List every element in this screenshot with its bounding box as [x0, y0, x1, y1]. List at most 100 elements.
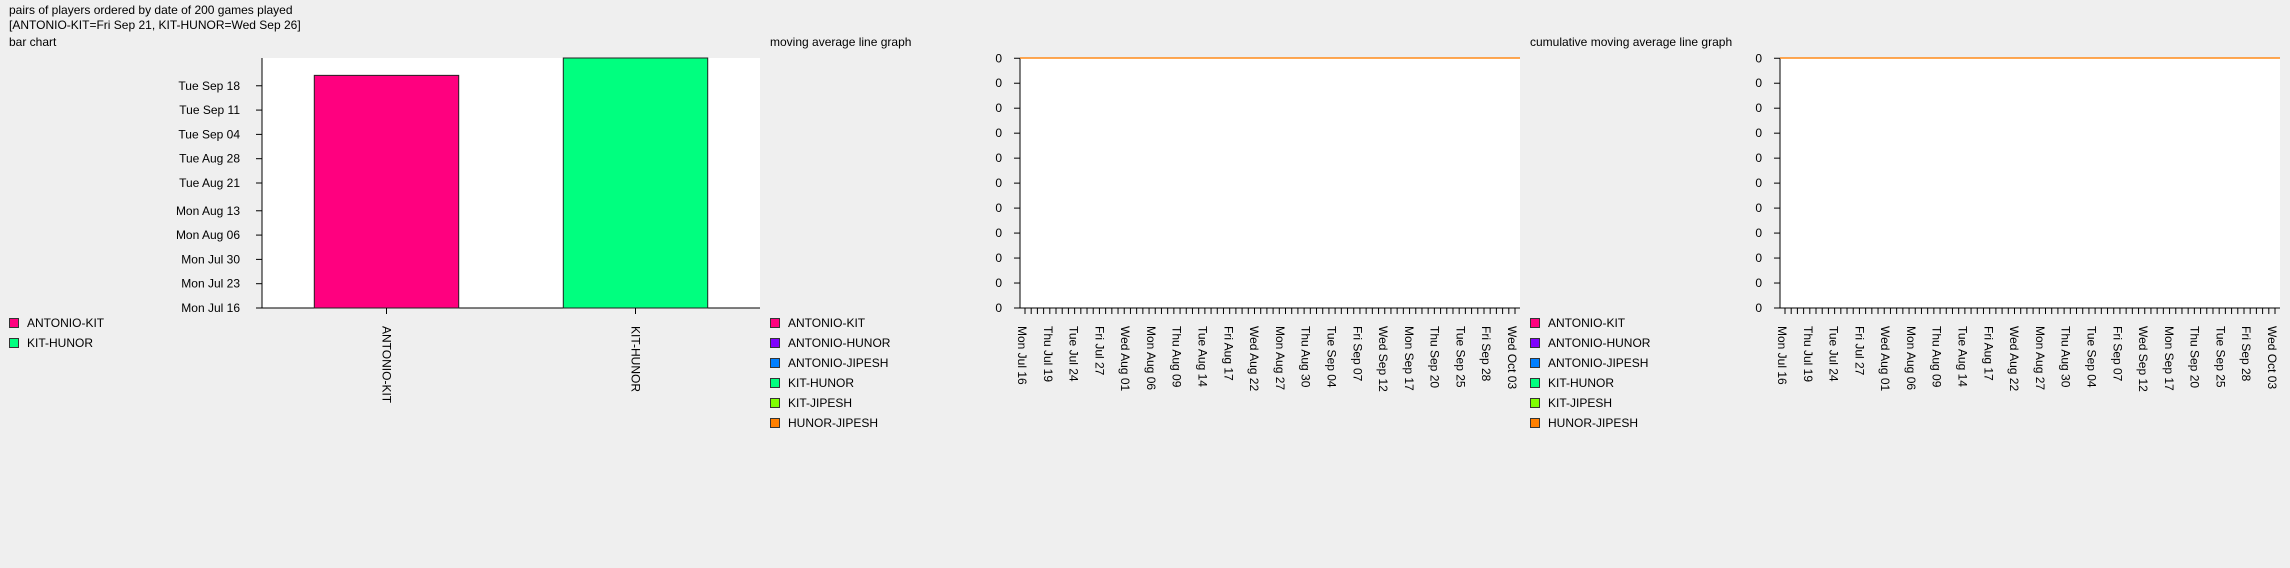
- cma-y-tick-label: 0: [1755, 151, 1762, 165]
- cma-y-tick-label: 0: [1755, 276, 1762, 290]
- cma-legend-item: KIT-HUNOR: [1530, 373, 1650, 393]
- ma-legend-swatch: [770, 338, 780, 348]
- bar-chart: Mon Jul 16 Mon Jul 23 Mon Jul 30 Mon Aug 06…: [176, 57, 760, 404]
- bar-y-tick-label: Tue Sep 11: [179, 103, 240, 117]
- cma-legend-label: KIT-HUNOR: [1548, 376, 1614, 390]
- ma-y-tick-label: 0: [995, 151, 1002, 165]
- ma-x-tick-label: Fri Aug 17: [1221, 326, 1235, 381]
- cma-x-tick-label: Fri Jul 27: [1852, 326, 1866, 376]
- cma-legend-label: ANTONIO-KIT: [1548, 316, 1626, 330]
- cma-legend-label: ANTONIO-JIPESH: [1548, 356, 1649, 370]
- cma-legend-label: HUNOR-JIPESH: [1548, 416, 1639, 430]
- cma-y-tick-label: 0: [1755, 176, 1762, 190]
- cma-legend-item: KIT-JIPESH: [1530, 393, 1650, 413]
- cma-x-tick-label: Fri Aug 17: [1981, 326, 1995, 381]
- ma-x-tick-label: Wed Aug 01: [1118, 326, 1132, 391]
- bar-legend-label: ANTONIO-KIT: [27, 316, 105, 330]
- cma-x-tick-label: Fri Sep 28: [2239, 326, 2253, 382]
- bar-y-tick-label: Mon Jul 16: [181, 301, 240, 315]
- ma-legend-swatch: [770, 398, 780, 408]
- cma-x-tick-label: Thu Aug 30: [2059, 326, 2073, 388]
- cma-legend-swatch: [1530, 358, 1540, 368]
- ma-legend-label: ANTONIO-HUNOR: [788, 336, 891, 350]
- cma-legend-swatch: [1530, 398, 1540, 408]
- cma-x-tick-label: Thu Sep 20: [2188, 326, 2202, 388]
- cma-x-tick-label: Tue Jul 24: [1827, 326, 1841, 382]
- bar-x-tick-label: KIT-HUNOR: [629, 326, 643, 392]
- cma-x-tick-label: Tue Sep 04: [2084, 326, 2098, 388]
- bar-kit-hunor: [562, 57, 709, 309]
- bar-y-tick-label: Mon Jul 30: [181, 252, 240, 266]
- ma-legend-item: HUNOR-JIPESH: [770, 413, 890, 433]
- bar-legend-item: ANTONIO-KIT: [9, 313, 104, 333]
- ma-y-tick-label: 0: [995, 201, 1002, 215]
- cma-legend-label: ANTONIO-HUNOR: [1548, 336, 1651, 350]
- cma-legend-item: ANTONIO-KIT: [1530, 313, 1650, 333]
- cma-y-tick-label: 0: [1755, 301, 1762, 315]
- bar-chart-title: bar chart: [9, 35, 57, 49]
- cma-legend-swatch: [1530, 318, 1540, 328]
- ma-legend-swatch: [770, 418, 780, 428]
- ma-legend-label: KIT-JIPESH: [788, 396, 853, 410]
- cma-plot-area: [1780, 58, 2280, 308]
- bar-y-tick-label: Tue Aug 21: [179, 176, 240, 190]
- header-line-2: [ANTONIO-KIT=Fri Sep 21, KIT-HUNOR=Wed S…: [9, 18, 301, 32]
- cumulative-moving-average-chart: 0 0 0 0 0 0 0 0 0 0 0 Mon Jul 16 Thu Jul 19 Tue Jul 2…: [1755, 51, 2280, 392]
- ma-x-tick-label: Wed Oct 03: [1505, 326, 1519, 389]
- cma-y-tick-label: 0: [1755, 76, 1762, 90]
- cma-x-tick-label: Mon Jul 16: [1775, 326, 1789, 385]
- cma-x-tick-label: Tue Aug 14: [1956, 326, 1970, 387]
- moving-average-legend: ANTONIO-KIT ANTONIO-HUNOR ANTONIO-JIPESH KI…: [770, 313, 890, 433]
- cma-legend-swatch: [1530, 418, 1540, 428]
- cma-legend-item: HUNOR-JIPESH: [1530, 413, 1650, 433]
- ma-y-tick-label: 0: [995, 251, 1002, 265]
- cma-y-tick-label: 0: [1755, 226, 1762, 240]
- cma-y-tick-label: 0: [1755, 251, 1762, 265]
- ma-legend-label: ANTONIO-KIT: [788, 316, 866, 330]
- ma-x-tick-label: Thu Jul 19: [1041, 326, 1055, 382]
- cma-legend-item: ANTONIO-HUNOR: [1530, 333, 1650, 353]
- bar-x-tick-label: ANTONIO-KIT: [380, 326, 394, 404]
- bar-y-tick-label: Tue Aug 28: [179, 152, 240, 166]
- cma-x-tick-label: Wed Sep 12: [2136, 326, 2150, 392]
- bar-legend-label: KIT-HUNOR: [27, 336, 93, 350]
- ma-legend-item: KIT-JIPESH: [770, 393, 890, 413]
- ma-y-tick-label: 0: [995, 301, 1002, 315]
- ma-x-tick-label: Fri Sep 07: [1350, 326, 1364, 382]
- ma-x-tick-label: Fri Sep 28: [1479, 326, 1493, 382]
- ma-legend-label: HUNOR-JIPESH: [788, 416, 879, 430]
- ma-x-tick-label: Thu Sep 20: [1428, 326, 1442, 388]
- header-line-1: pairs of players ordered by date of 200 …: [9, 3, 293, 17]
- ma-legend-item: ANTONIO-JIPESH: [770, 353, 890, 373]
- ma-legend-swatch: [770, 358, 780, 368]
- cma-x-tick-label: Fri Sep 07: [2110, 326, 2124, 382]
- cma-legend-swatch: [1530, 378, 1540, 388]
- ma-y-tick-label: 0: [995, 101, 1002, 115]
- bar-chart-legend: ANTONIO-KIT KIT-HUNOR: [9, 313, 104, 353]
- bar-y-tick-label: Tue Sep 18: [178, 79, 240, 93]
- ma-x-tick-label: Mon Aug 06: [1144, 326, 1158, 390]
- ma-x-tick-label: Mon Sep 17: [1402, 326, 1416, 391]
- ma-x-tick-label: Thu Aug 09: [1170, 326, 1184, 388]
- cma-x-tick-label: Wed Aug 01: [1878, 326, 1892, 391]
- cma-x-tick-label: Mon Aug 06: [1904, 326, 1918, 390]
- ma-legend-item: ANTONIO-KIT: [770, 313, 890, 333]
- bar-antonio-kit: [313, 74, 460, 309]
- ma-y-tick-label: 0: [995, 226, 1002, 240]
- ma-y-tick-label: 0: [995, 126, 1002, 140]
- ma-x-tick-label: Tue Sep 04: [1324, 326, 1338, 388]
- ma-x-tick-label: Mon Aug 27: [1273, 326, 1287, 390]
- ma-x-tick-label: Wed Sep 12: [1376, 326, 1390, 392]
- bar-legend-swatch: [9, 318, 19, 328]
- cma-x-tick-label: Mon Sep 17: [2162, 326, 2176, 391]
- cma-x-tick-label: Wed Aug 22: [2007, 326, 2021, 391]
- moving-average-title: moving average line graph: [770, 35, 912, 49]
- bar-y-tick-label: Mon Jul 23: [181, 277, 240, 291]
- ma-x-tick-label: Thu Aug 30: [1299, 326, 1313, 388]
- bar-y-tick-label: Tue Sep 04: [178, 127, 240, 141]
- bar-legend-item: KIT-HUNOR: [9, 333, 104, 353]
- cma-y-tick-label: 0: [1755, 201, 1762, 215]
- bar-y-tick-label: Mon Aug 13: [176, 204, 240, 218]
- cma-y-tick-label: 0: [1755, 101, 1762, 115]
- ma-legend-swatch: [770, 378, 780, 388]
